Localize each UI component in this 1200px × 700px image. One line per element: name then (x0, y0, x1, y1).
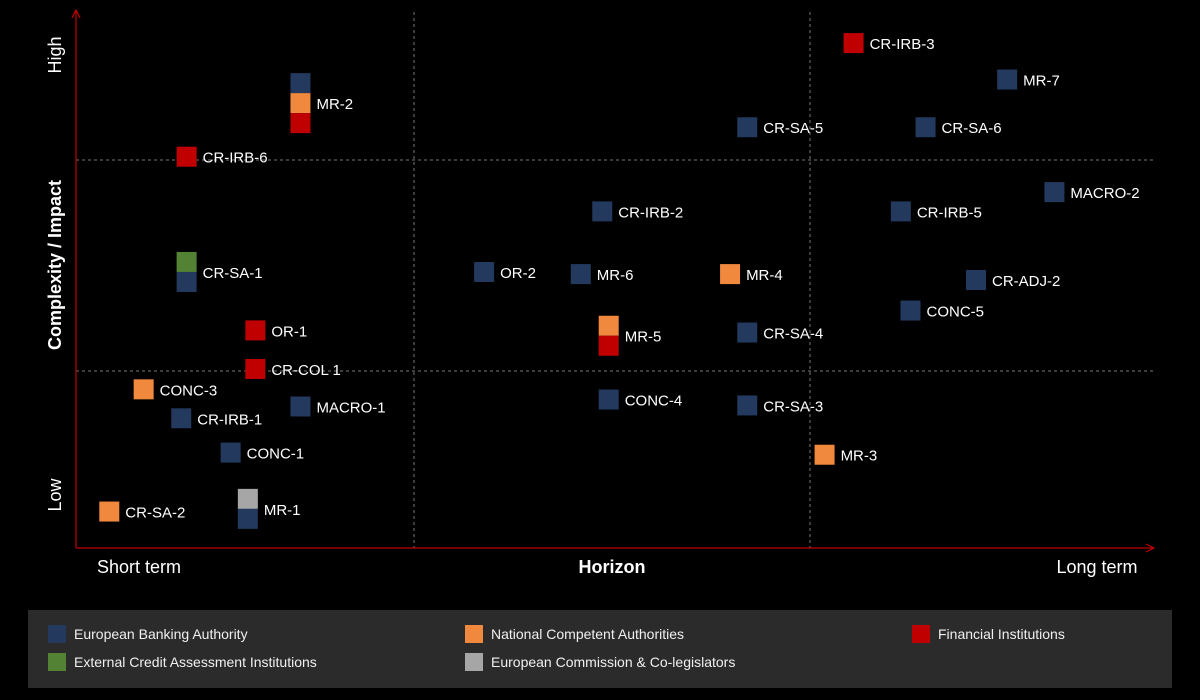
y-tick-label-high: High (45, 36, 65, 73)
y-tick-label-low: Low (45, 477, 65, 511)
point-label-cr-sa-2: CR-SA-2 (125, 505, 185, 522)
point-marker-cr-irb-1-eba (171, 408, 192, 429)
legend-label-fi: Financial Institutions (938, 626, 1065, 642)
point-marker-mr-2-fi (290, 113, 311, 134)
point-label-or-2: OR-2 (500, 265, 536, 282)
point-label-cr-sa-6: CR-SA-6 (942, 120, 1002, 137)
point-label-cr-irb-5: CR-IRB-5 (917, 204, 982, 221)
legend-item-eba: European Banking Authority (48, 625, 248, 643)
point-marker-mr-3-nca (814, 444, 835, 465)
legend-item-ecai: External Credit Assessment Institutions (48, 653, 317, 671)
legend-swatch-nca (465, 625, 483, 643)
legend-label-eba: European Banking Authority (74, 626, 248, 642)
point-marker-or-2-eba (474, 261, 495, 282)
point-marker-conc-1-eba (220, 442, 241, 463)
point-label-cr-irb-6: CR-IRB-6 (203, 150, 268, 167)
point-marker-mr-4-nca (720, 264, 741, 285)
point-label-cr-sa-1: CR-SA-1 (203, 265, 263, 282)
point-label-cr-irb-2: CR-IRB-2 (618, 204, 683, 221)
point-marker-mr-2-eba (290, 73, 311, 94)
point-label-mr-2: MR-2 (316, 96, 353, 113)
point-marker-cr-col-1-fi (245, 358, 266, 379)
point-marker-mr-1-eba (237, 508, 258, 529)
point-label-or-1: OR-1 (271, 323, 307, 340)
point-marker-cr-irb-6-fi (176, 146, 197, 167)
legend-item-ec: European Commission & Co-legislators (465, 653, 735, 671)
point-marker-cr-irb-2-eba (592, 201, 613, 222)
point-marker-cr-sa-2-nca (99, 501, 120, 522)
point-marker-cr-irb-5-eba (890, 201, 911, 222)
point-marker-conc-4-eba (598, 389, 619, 410)
legend-swatch-eba (48, 625, 66, 643)
legend-swatch-fi (912, 625, 930, 643)
point-label-cr-sa-3: CR-SA-3 (763, 398, 823, 415)
point-label-conc-3: CONC-3 (160, 382, 218, 399)
legend-label-nca: National Competent Authorities (491, 626, 684, 642)
point-marker-cr-sa-1-eba (176, 271, 197, 292)
point-marker-mr-6-eba (570, 264, 591, 285)
point-label-cr-sa-5: CR-SA-5 (763, 120, 823, 137)
legend-item-fi: Financial Institutions (912, 625, 1065, 643)
point-label-mr-5: MR-5 (625, 329, 662, 346)
point-marker-conc-3-nca (133, 379, 154, 400)
y-axis-title: Complexity / Impact (45, 180, 65, 350)
point-label-macro-1: MACRO-1 (316, 399, 385, 416)
point-marker-or-1-fi (245, 320, 266, 341)
x-tick-label-long-term: Long term (1056, 557, 1137, 577)
point-label-conc-4: CONC-4 (625, 393, 683, 410)
point-label-conc-1: CONC-1 (247, 446, 305, 463)
legend-label-ec: European Commission & Co-legislators (491, 654, 736, 670)
point-marker-macro-1-eba (290, 396, 311, 417)
legend-swatch-ec (465, 653, 483, 671)
point-marker-cr-sa-3-eba (737, 395, 758, 416)
point-marker-mr-1-ec (237, 488, 258, 509)
point-label-mr-1: MR-1 (264, 502, 301, 519)
point-marker-cr-sa-6-eba (915, 117, 936, 138)
point-marker-macro-2-eba (1044, 182, 1065, 203)
point-label-cr-sa-4: CR-SA-4 (763, 326, 823, 343)
point-marker-cr-sa-5-eba (737, 117, 758, 138)
point-marker-mr-5-fi (598, 335, 619, 356)
point-marker-mr-7-eba (997, 69, 1018, 90)
point-label-cr-col-1: CR-COL 1 (271, 362, 340, 379)
x-axis-title: Horizon (579, 557, 646, 577)
point-marker-cr-adj-2-eba (966, 270, 987, 290)
legend-item-nca: National Competent Authorities (465, 625, 684, 643)
point-marker-cr-irb-3-fi (843, 33, 864, 54)
point-marker-cr-sa-4-eba (737, 322, 758, 343)
point-label-mr-3: MR-3 (841, 448, 878, 465)
y-axis-arrow (71, 8, 81, 19)
point-marker-mr-2-nca (290, 93, 311, 114)
point-marker-mr-5-nca (598, 315, 619, 336)
point-label-macro-2: MACRO-2 (1070, 185, 1139, 202)
point-label-mr-4: MR-4 (746, 267, 783, 284)
point-label-cr-irb-3: CR-IRB-3 (870, 36, 935, 53)
point-label-mr-7: MR-7 (1023, 73, 1060, 90)
x-tick-label-short-term: Short term (97, 557, 181, 577)
point-label-mr-6: MR-6 (597, 267, 634, 284)
legend-swatch-ecai (48, 653, 66, 671)
x-axis-arrow (1145, 543, 1156, 553)
point-label-cr-adj-2: CR-ADJ-2 (992, 273, 1060, 290)
point-label-cr-irb-1: CR-IRB-1 (197, 411, 262, 428)
scatter-plot: Complexity / Impact Horizon Short term Long… (45, 8, 1156, 577)
point-label-conc-5: CONC-5 (926, 304, 984, 321)
legend-label-ecai: External Credit Assessment Institutions (74, 654, 317, 670)
point-marker-conc-5-eba (900, 300, 921, 321)
point-marker-cr-sa-1-ecai (176, 251, 197, 272)
legend: European Banking Authority National Comp… (28, 610, 1172, 688)
